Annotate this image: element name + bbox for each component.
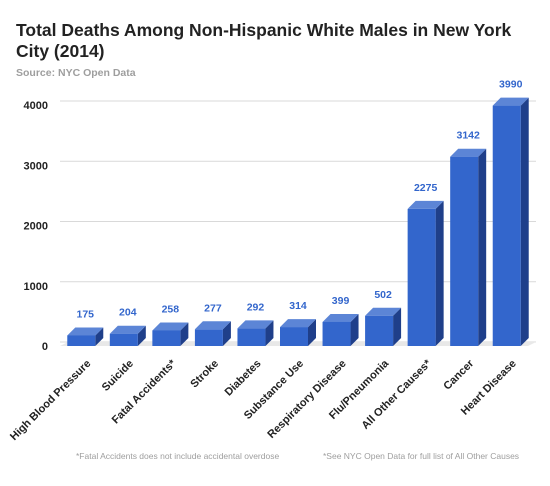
bar-top (237, 320, 274, 329)
bar-front (492, 105, 521, 346)
bar-front (407, 208, 436, 346)
bar (450, 148, 487, 346)
bar-top (280, 319, 316, 328)
bar (194, 321, 231, 346)
bar-front (365, 315, 394, 346)
data-label: 502 (374, 289, 392, 301)
bar (365, 307, 402, 346)
data-label: 258 (162, 303, 180, 315)
data-label: 314 (289, 300, 307, 312)
bar-top (67, 327, 104, 336)
bar-side (435, 200, 444, 346)
chart-title: Total Deaths Among Non-Hispanic White Ma… (16, 20, 512, 61)
y-tick-label: 1000 (24, 281, 48, 293)
y-tick-label: 3000 (24, 160, 48, 172)
bar-top (407, 200, 444, 209)
bar-front (194, 329, 223, 346)
bar (322, 313, 359, 346)
bar-front (237, 328, 266, 346)
bar-side (520, 97, 529, 346)
bar-front (450, 156, 479, 346)
data-label: 175 (77, 308, 95, 320)
bar-side (137, 325, 146, 346)
footnote-other-causes: *See NYC Open Data for full list of All … (323, 451, 520, 461)
bar-front (152, 330, 181, 346)
bar (492, 97, 529, 346)
data-label: 277 (204, 302, 222, 314)
category-label: High Blood Pressure (8, 358, 93, 443)
bar (109, 325, 146, 346)
y-tick-label: 2000 (24, 221, 48, 233)
category-label: Respiratory Disease (265, 358, 348, 441)
bar-top (450, 148, 487, 157)
category-label: Cancer (441, 357, 476, 392)
data-label: 3142 (457, 130, 481, 142)
bar (152, 322, 189, 346)
chart-subtitle: Source: NYC Open Data (16, 67, 136, 79)
bar-front (67, 335, 96, 346)
data-label: 204 (119, 307, 137, 319)
bar-side (478, 148, 487, 346)
y-tick-label: 4000 (24, 100, 48, 112)
bar-side (350, 313, 359, 346)
bar (280, 319, 316, 346)
bar-front (280, 327, 308, 346)
data-label: 2275 (414, 182, 438, 194)
bar-side (393, 307, 402, 346)
bar-top (492, 97, 529, 106)
bar-side (180, 322, 189, 346)
category-label: Stroke (188, 358, 221, 391)
labels: 0 1000 2000 3000 4000 175 High Blood Pressure 2… (8, 79, 523, 443)
category-label: Diabetes (223, 358, 264, 399)
bar-top (152, 322, 189, 331)
bar-top (194, 321, 231, 330)
data-label: 3990 (499, 79, 523, 91)
bar-front (109, 333, 138, 346)
bar-side (222, 321, 231, 346)
bar (407, 200, 444, 346)
bar-top (365, 307, 402, 316)
bar-top (322, 313, 359, 322)
bar-side (308, 319, 316, 346)
data-label: 399 (332, 295, 350, 307)
category-label: Suicide (100, 358, 136, 394)
bar-front (322, 321, 351, 346)
footnote-fatal-accidents: *Fatal Accidents does not include accide… (76, 451, 280, 461)
bar (67, 327, 104, 346)
y-tick-label: 0 (42, 341, 48, 353)
data-label: 292 (247, 301, 265, 313)
bar-side (95, 327, 104, 346)
bar-top (109, 325, 146, 334)
bars (60, 97, 536, 346)
bar (237, 320, 274, 346)
bar-side (265, 320, 274, 346)
